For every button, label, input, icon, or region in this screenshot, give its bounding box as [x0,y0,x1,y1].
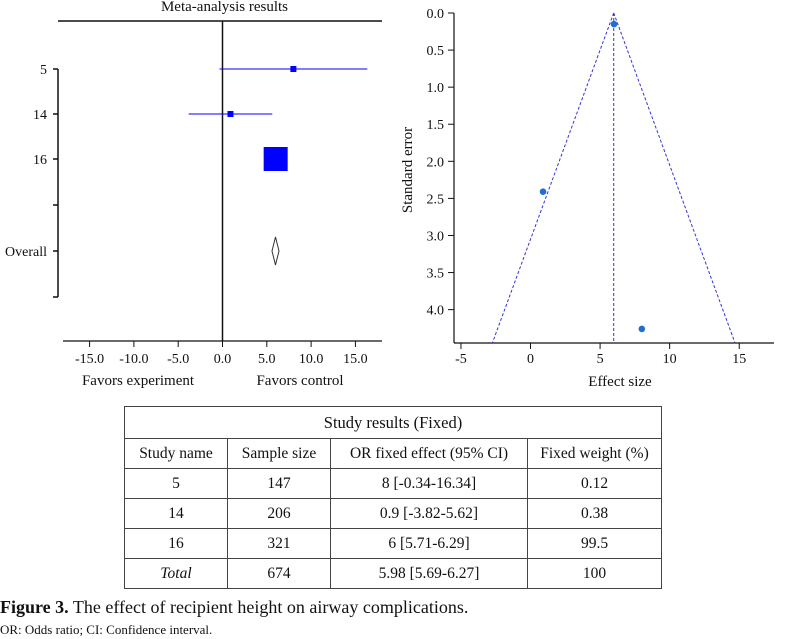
cell-weight: 0.38 [527,498,662,529]
header-or-fixed-effect: OR fixed effect (95% CI) [330,438,528,469]
cell-study: 16 [124,528,228,559]
cell-sample: 206 [227,498,331,529]
funnel-xlabel: Effect size [588,374,652,390]
cell-or: 6 [5.71-6.29] [330,528,528,559]
funnel-y-tick-label: 1.0 [427,81,445,96]
cell-study: 5 [124,468,228,499]
forest-study-marker [227,111,234,117]
forest-x-tick-label: -5.0 [167,352,189,367]
funnel-left-boundary [491,12,615,344]
figure-caption-text: The effect of recipient height on airway… [68,597,469,617]
header-fixed-weight: Fixed weight (%) [527,438,662,469]
table-row: 14 206 0.9 [-3.82-5.62] 0.38 [124,498,662,529]
cell-weight: 0.12 [527,468,662,499]
funnel-y-tick-label: 3.0 [427,229,445,244]
funnel-y-tick-label: 2.5 [427,192,445,207]
table-row: 5 147 8 [-0.34-16.34] 0.12 [124,468,662,499]
forest-plot: Meta-analysis results -15.0 -10.0 -5.0 0.0 5.… [5,0,382,389]
cell-or: 0.9 [-3.82-5.62] [330,498,528,529]
funnel-y-tick-label: 1.5 [427,118,445,133]
forest-overall-label: Overall [5,245,47,260]
forest-xlabel-left: Favors experiment [82,373,195,389]
figure-label: Figure 3. [0,597,69,617]
funnel-x-tick-label: 0 [527,352,534,367]
forest-x-tick-label: -15.0 [75,352,104,367]
forest-study-label: 14 [33,108,47,123]
figure-caption: Figure 3. The effect of recipient height… [0,597,468,618]
forest-study-marker [290,66,297,72]
funnel-x-tick-label: 10 [663,352,677,367]
funnel-right-boundary [613,12,736,344]
table-title: Study results (Fixed) [124,406,662,439]
funnel-y-tick-label: 3.5 [427,267,445,282]
forest-x-tick-label: 15.0 [343,352,368,367]
abbreviations-note: OR: Odds ratio; CI: Confidence interval. [0,622,213,637]
cell-sample: 321 [227,528,331,559]
funnel-y-tick-label: 0.5 [427,44,445,59]
cell-weight: 99.5 [527,528,662,559]
table-row: 16 321 6 [5.71-6.29] 99.5 [124,528,662,559]
funnel-point [638,325,646,333]
forest-x-tick-label: -10.0 [119,352,148,367]
forest-overall-diamond [271,236,280,266]
cell-total-or: 5.98 [5.69-6.27] [330,558,528,589]
funnel-y-tick-label: 2.0 [427,155,445,170]
forest-x-tick-label: 5.0 [258,352,276,367]
header-study-name: Study name [124,438,228,469]
study-results-table: Study results (Fixed) Study name Sample … [124,406,662,589]
table-total-row: Total 674 5.98 [5.69-6.27] 100 [124,558,662,589]
funnel-x-tick-label: 15 [732,352,746,367]
funnel-x-tick-label: -5 [455,352,467,367]
forest-study-label: 16 [33,153,47,168]
funnel-point [610,20,618,28]
cell-total-sample: 674 [227,558,331,589]
forest-x-tick-label: 0.0 [214,352,232,367]
funnel-x-tick-label: 5 [597,352,604,367]
forest-x-tick-label: 10.0 [299,352,324,367]
forest-title: Meta-analysis results [161,0,288,15]
funnel-plot: 0.0 0.5 1.0 1.5 2.0 2.5 3.0 3.5 4.0 -5 0 5 10 15 Effec… [400,7,774,390]
header-sample-size: Sample size [227,438,331,469]
funnel-y-tick-label: 4.0 [427,304,445,319]
funnel-y-tick-label: 0.0 [427,7,445,22]
cell-or: 8 [-0.34-16.34] [330,468,528,499]
cell-total-weight: 100 [527,558,662,589]
cell-total-label: Total [124,558,228,589]
forest-xlabel-right: Favors control [256,373,343,389]
funnel-ylabel: Standard error [400,127,416,213]
forest-study-label: 5 [40,63,47,78]
funnel-point [539,188,547,196]
cell-sample: 147 [227,468,331,499]
cell-study: 14 [124,498,228,529]
forest-study-marker [263,147,288,171]
